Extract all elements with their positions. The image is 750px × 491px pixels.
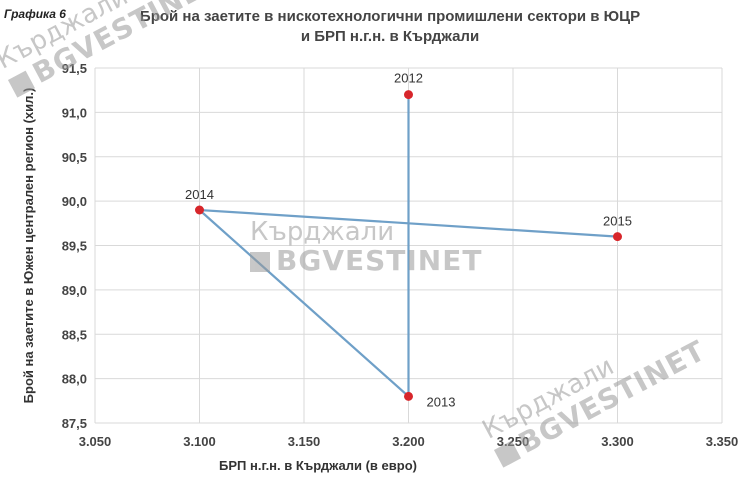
y-tick-label: 88,5 [62, 327, 87, 342]
y-tick-label: 91,0 [62, 105, 87, 120]
x-tick-label: 3.200 [392, 434, 425, 449]
x-tick-label: 3.350 [706, 434, 739, 449]
data-label: 2012 [394, 71, 423, 86]
series-line [196, 94, 618, 399]
x-axis-title: БРП н.г.н. в Кърджали (в евро) [219, 458, 417, 473]
y-axis-title: Брой на заетите в Южен централен регион … [21, 88, 36, 404]
y-tick-label: 87,5 [62, 416, 87, 431]
data-label: 2013 [427, 394, 456, 409]
x-tick-label: 3.150 [288, 434, 321, 449]
data-label: 2015 [603, 214, 632, 229]
y-tick-label: 91,5 [62, 61, 87, 76]
figure-label: Графика 6 [4, 7, 66, 21]
data-label: 2014 [185, 187, 214, 202]
y-tick-label: 89,5 [62, 239, 87, 254]
chart-title-line-2: и БРП н.г.н. в Кърджали [300, 28, 480, 45]
y-tick-label: 89,0 [62, 283, 87, 298]
data-point [404, 90, 413, 100]
x-tick-label: 3.050 [79, 434, 112, 449]
data-point [195, 205, 204, 215]
y-tick-label: 90,0 [62, 194, 87, 209]
x-tick-label: 3.100 [183, 434, 216, 449]
x-tick-label: 3.250 [497, 434, 530, 449]
chart-title-line-1: Брой на заетите в нискотехнологични пром… [139, 8, 641, 25]
x-tick-label: 3.300 [601, 434, 634, 449]
y-tick-label: 90,5 [62, 150, 87, 165]
data-point [404, 391, 413, 401]
data-point [613, 232, 622, 242]
y-tick-label: 88,0 [62, 372, 87, 387]
